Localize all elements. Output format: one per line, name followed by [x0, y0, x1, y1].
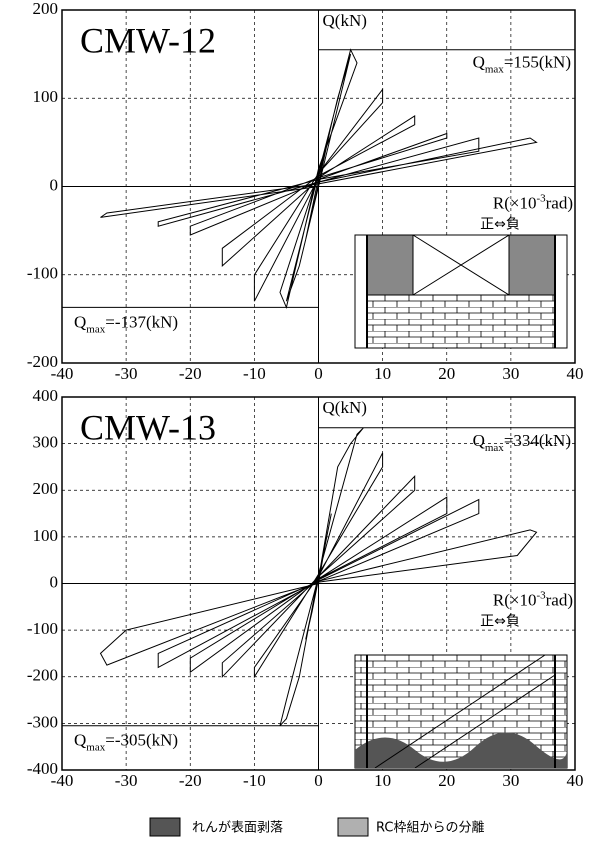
x-tick-label: 0 [314, 771, 323, 790]
x-tick-label: 20 [438, 364, 455, 383]
specimen-sketch [354, 654, 568, 769]
hysteresis-curve [99, 427, 538, 727]
label-part: Q [473, 53, 485, 72]
label-part: max [86, 741, 105, 753]
label-part: max [86, 323, 105, 335]
label-part: R(×10 [493, 590, 537, 609]
y-tick-label: -300 [27, 712, 58, 731]
x-tick-label: 40 [567, 771, 584, 790]
x-tick-label: 30 [502, 364, 519, 383]
y-tick-label: 0 [50, 175, 59, 194]
label-part: rad) [546, 590, 573, 609]
x-tick-label: -10 [243, 364, 266, 383]
max-label: Qmax=155(kN) [473, 53, 571, 76]
max-label: Qmax=334(kN) [473, 431, 571, 454]
y-tick-label: 300 [33, 433, 59, 452]
x-tick-label: -40 [51, 364, 74, 383]
y-tick-label: 100 [33, 87, 59, 106]
label-part: max [485, 441, 504, 453]
label-part: =-305(kN) [105, 731, 178, 750]
chart-title: CMW-12 [80, 20, 216, 60]
x-axis-label: R(×10-3rad) [493, 589, 573, 609]
y-tick-label: 100 [33, 526, 59, 545]
y-tick-label: 400 [33, 386, 59, 405]
y-tick-label: 200 [33, 479, 59, 498]
label-part: R(×10 [493, 193, 537, 212]
y-axis-label: Q(kN) [323, 11, 367, 30]
label-part: Q [74, 312, 86, 331]
x-tick-label: 20 [438, 771, 455, 790]
y-tick-label: -200 [27, 666, 58, 685]
legend-swatch [337, 817, 369, 837]
direction-label: 正⇔負 [480, 217, 520, 233]
label-part: rad) [546, 193, 573, 212]
label-part: max [485, 63, 504, 75]
label-part: =155(kN) [504, 53, 571, 72]
x-tick-label: 10 [374, 364, 391, 383]
direction-label: 正⇔負 [480, 614, 520, 630]
x-tick-label: -30 [115, 364, 138, 383]
legend-swatch [149, 817, 181, 837]
label-part: -3 [536, 192, 546, 204]
label-part: =334(kN) [504, 431, 571, 450]
label-part: -3 [536, 589, 546, 601]
hysteresis-curve [100, 48, 538, 310]
x-tick-label: 10 [374, 771, 391, 790]
legend-label: RC枠組からの分離 [376, 821, 484, 836]
x-axis-label: R(×10-3rad) [493, 192, 573, 212]
label-part: Q [74, 731, 86, 750]
y-tick-label: -100 [27, 264, 58, 283]
chart-title: CMW-13 [80, 407, 216, 447]
legend-label: れんが表面剥落 [192, 821, 283, 836]
x-tick-label: -20 [179, 771, 202, 790]
y-tick-label: -100 [27, 619, 58, 638]
y-tick-label: 0 [50, 572, 59, 591]
y-tick-label: 200 [33, 0, 59, 18]
x-tick-label: -20 [179, 364, 202, 383]
y-tick-label: -200 [27, 352, 58, 371]
y-axis-label: Q(kN) [323, 398, 367, 417]
x-tick-label: 0 [314, 364, 323, 383]
x-tick-label: 40 [567, 364, 584, 383]
specimen-sketch [354, 234, 568, 349]
x-tick-label: -10 [243, 771, 266, 790]
x-tick-label: 30 [502, 771, 519, 790]
label-part: Q [473, 431, 485, 450]
x-tick-label: -30 [115, 771, 138, 790]
min-label: Qmax=-305(kN) [74, 731, 178, 754]
x-tick-label: -40 [51, 771, 74, 790]
label-part: =-137(kN) [105, 312, 178, 331]
y-tick-label: -400 [27, 759, 58, 778]
min-label: Qmax=-137(kN) [74, 312, 178, 335]
